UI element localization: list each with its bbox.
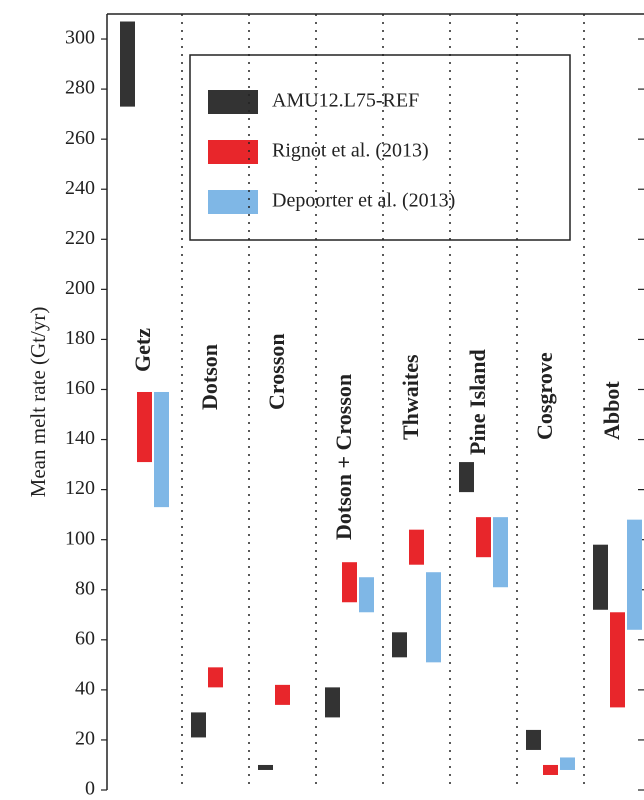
legend-label: Depoorter et al. (2013)	[272, 190, 455, 212]
legend-swatch	[208, 90, 258, 114]
legend-label: Rignot et al. (2013)	[272, 140, 429, 162]
range-bar	[137, 391, 152, 463]
y-tick-label: 240	[65, 177, 95, 199]
range-bar	[476, 517, 491, 558]
y-tick-label: 40	[75, 677, 95, 699]
range-bar	[392, 632, 407, 658]
range-bar	[593, 544, 608, 610]
legend-swatch	[208, 190, 258, 214]
y-tick-label: 280	[65, 77, 95, 99]
range-bar	[258, 764, 273, 770]
range-bar	[359, 577, 374, 613]
category-label: Pine Island	[465, 349, 490, 455]
y-tick-label: 180	[65, 327, 95, 349]
range-bar	[493, 517, 508, 588]
y-tick-label: 160	[65, 377, 95, 399]
range-bar	[275, 684, 290, 705]
range-bar	[426, 572, 441, 663]
y-tick-label: 140	[65, 427, 95, 449]
y-tick-label: 200	[65, 277, 95, 299]
y-tick-label: 100	[65, 527, 95, 549]
y-tick-label: 80	[75, 577, 95, 599]
y-tick-label: 0	[85, 778, 95, 795]
y-tick-label: 120	[65, 477, 95, 499]
category-label: Dotson	[197, 344, 222, 410]
range-bar	[526, 729, 541, 750]
category-label: Dotson + Crosson	[331, 374, 356, 540]
range-bar	[208, 667, 223, 688]
range-bar	[325, 687, 340, 718]
y-tick-label: 260	[65, 127, 95, 149]
range-bar	[610, 612, 625, 708]
y-tick-label: 20	[75, 728, 95, 750]
legend-swatch	[208, 140, 258, 164]
category-label: Cosgrove	[532, 352, 557, 440]
range-bar	[409, 529, 424, 565]
y-tick-label: 60	[75, 627, 95, 649]
legend: AMU12.L75-REF Rignot et al. (2013) Depoort…	[189, 54, 571, 241]
range-bar	[627, 519, 642, 630]
range-bar	[154, 391, 169, 508]
range-bar	[120, 21, 135, 107]
legend-label: AMU12.L75-REF	[272, 90, 419, 112]
y-axis-label: Mean melt rate (Gt/yr)	[26, 307, 50, 498]
range-bar	[459, 462, 474, 493]
range-bar	[543, 764, 558, 775]
range-bar	[191, 712, 206, 738]
category-label: Abbot	[599, 381, 624, 440]
y-tick-label: 300	[65, 27, 95, 49]
category-label: Thwaites	[398, 354, 423, 440]
range-bar	[560, 757, 575, 770]
category-label: Crosson	[264, 333, 289, 410]
range-bar	[342, 562, 357, 603]
y-tick-label: 220	[65, 227, 95, 249]
category-label: Getz	[130, 328, 155, 372]
